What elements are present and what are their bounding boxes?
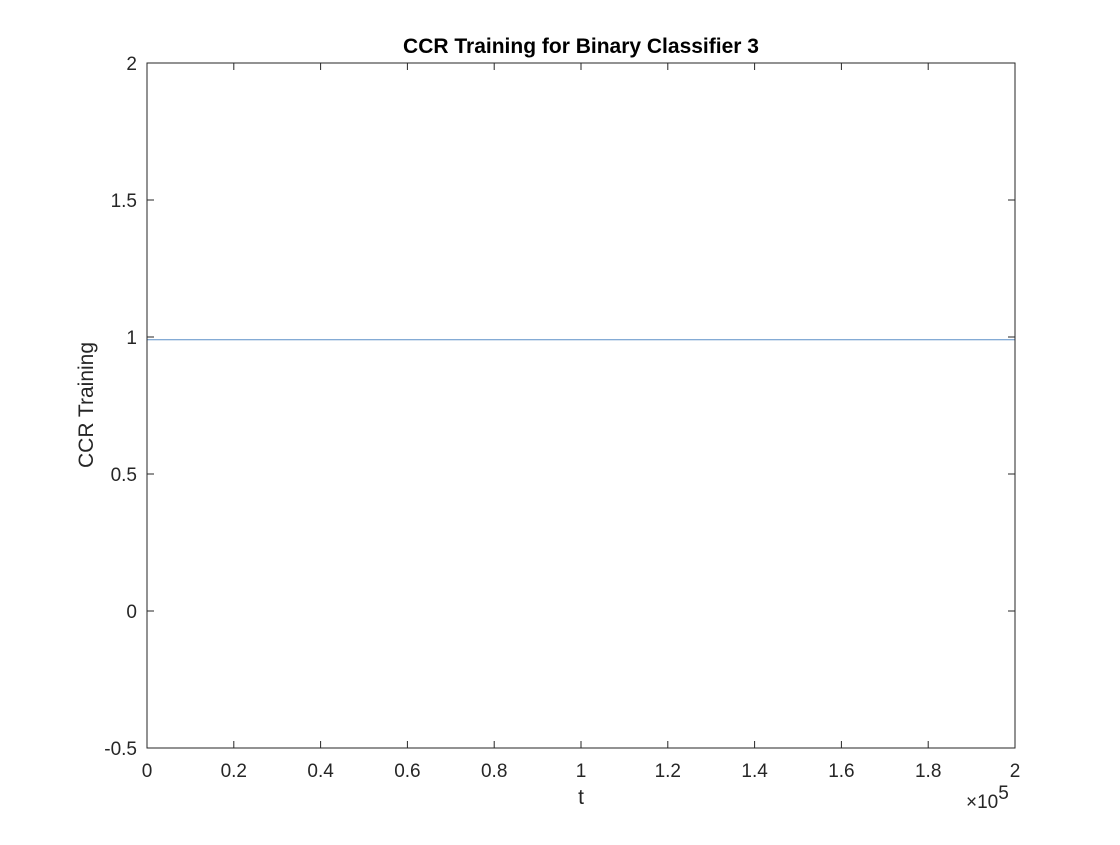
y-axis-label: CCR Training xyxy=(75,342,98,468)
x-tick-label: 0.4 xyxy=(307,761,334,782)
y-tick-label: 1.5 xyxy=(111,191,137,212)
y-tick-label: 2 xyxy=(126,54,137,75)
plot-frame xyxy=(146,62,1016,749)
x-tick-label: 1.6 xyxy=(828,761,854,782)
x-tick-label: 2 xyxy=(1010,761,1021,782)
x-axis-exponent-power: 5 xyxy=(998,783,1009,804)
x-axis-exponent: ×105 xyxy=(966,783,1009,813)
chart-title: CCR Training for Binary Classifier 3 xyxy=(403,35,759,58)
x-tick-label: 1.2 xyxy=(655,761,681,782)
tick-layer: 0 0.2 0.4 0.6 0.8 1 1.2 1.4 1.6 1.8 2-0.500.511.52 xyxy=(104,54,1020,782)
x-tick-label: 0 xyxy=(142,761,153,782)
x-tick-label: 1.4 xyxy=(741,761,768,782)
x-tick-label: 0.8 xyxy=(481,761,507,782)
plot-background xyxy=(147,63,1015,748)
x-axis-exponent-base: ×10 xyxy=(966,792,998,813)
x-tick-label: 1.8 xyxy=(915,761,941,782)
y-tick-label: -0.5 xyxy=(104,739,137,760)
y-tick-label: 0.5 xyxy=(111,465,137,486)
x-axis-label: t xyxy=(578,786,584,809)
y-tick-label: 0 xyxy=(126,602,137,623)
x-tick-label: 0.2 xyxy=(221,761,247,782)
x-tick-label: 0.6 xyxy=(394,761,420,782)
y-tick-label: 1 xyxy=(126,328,137,349)
x-tick-label: 1 xyxy=(576,761,587,782)
